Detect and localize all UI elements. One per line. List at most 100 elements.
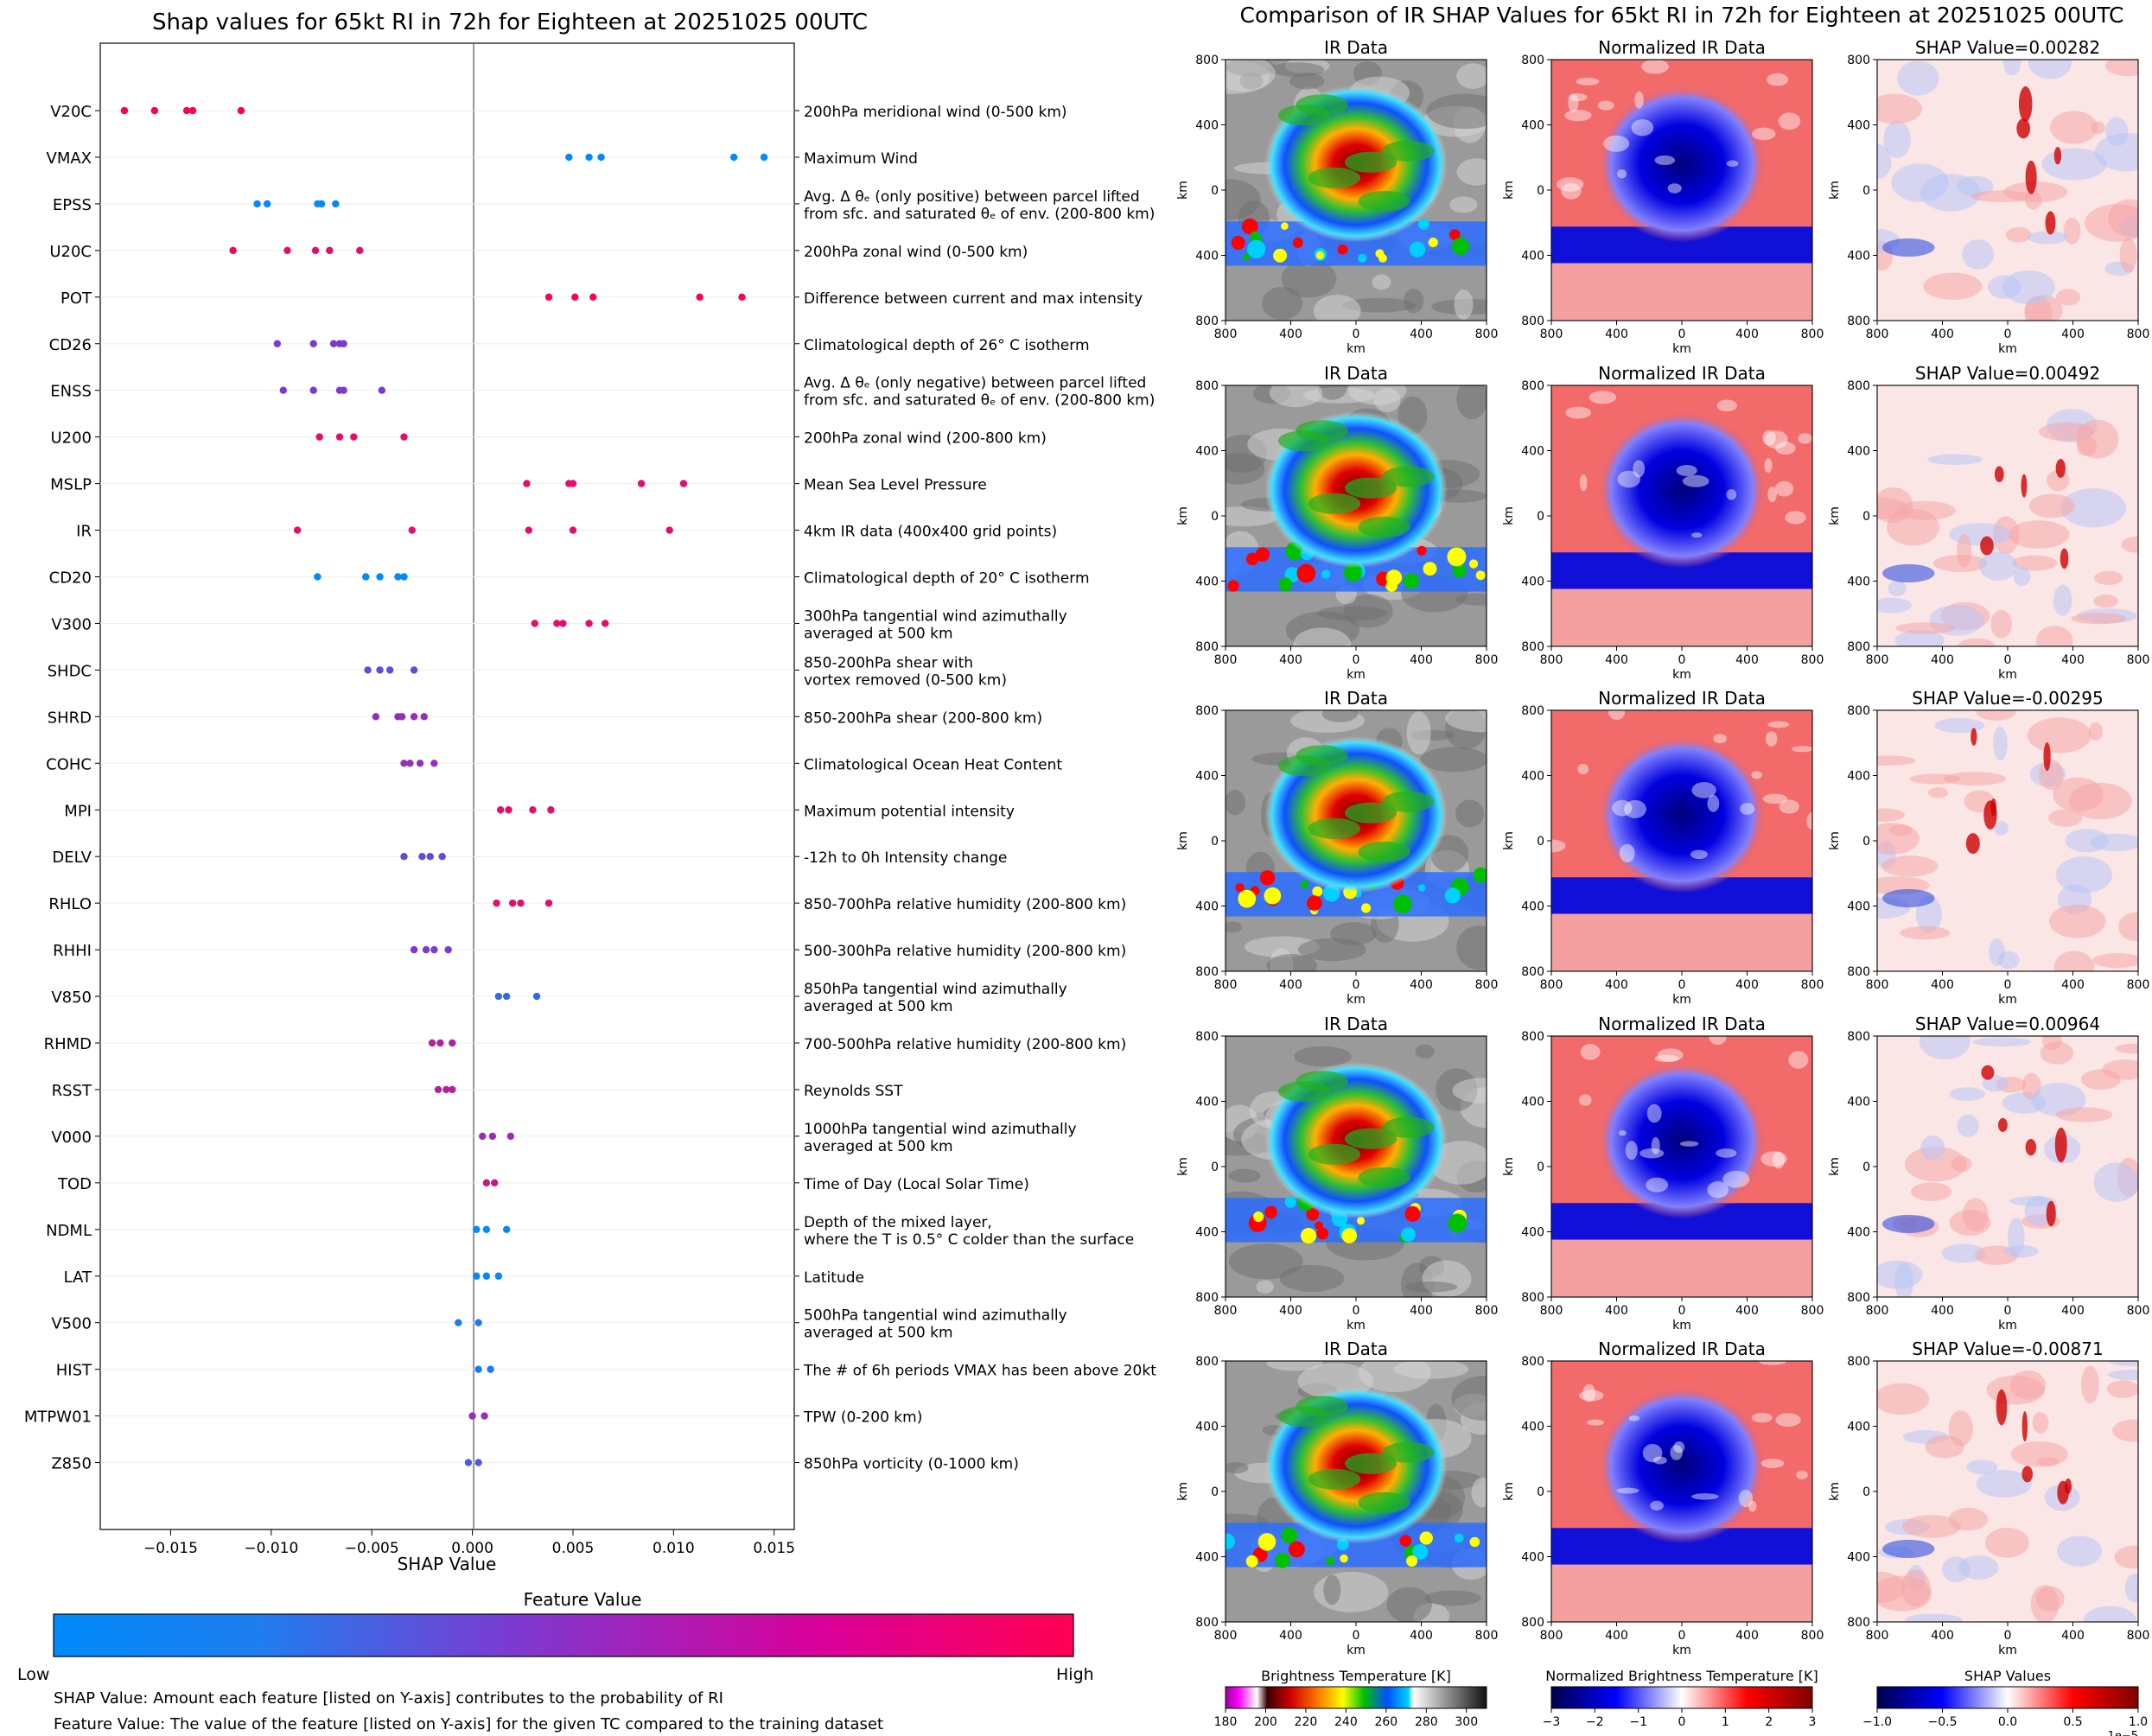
legend-colorbar bbox=[53, 1613, 1074, 1657]
shap-patch bbox=[2028, 60, 2072, 79]
norm-texture bbox=[1617, 169, 1627, 179]
feature-label: VMAX bbox=[47, 149, 92, 168]
norm-texture bbox=[1773, 1151, 1785, 1169]
shap-coldspot bbox=[1882, 888, 1935, 908]
heatmap-panel-title: IR Data bbox=[1324, 1339, 1388, 1359]
heatmap-y-label: km bbox=[1828, 1482, 1842, 1501]
shap-patch bbox=[1897, 60, 1939, 96]
shap-point bbox=[464, 1459, 473, 1466]
heatmap-x-tick-label: 400 bbox=[1410, 327, 1433, 341]
heatmap-y-tick-label: 800 bbox=[1521, 640, 1544, 654]
feature-description: Climatological depth of 20° C isotherm bbox=[804, 570, 1090, 588]
shap-patch bbox=[1877, 597, 1912, 614]
heatmap-x-tick-label: 400 bbox=[1605, 1629, 1628, 1643]
heatmap-x-tick-label: 400 bbox=[1410, 978, 1433, 992]
shap-patch bbox=[1888, 580, 1907, 597]
heatmap-image bbox=[1551, 1036, 1812, 1297]
feature-description: from sfc. and saturated θₑ of env. (200-… bbox=[804, 392, 1155, 410]
ir-cloud bbox=[1279, 1264, 1345, 1292]
ir-band-cell bbox=[1448, 229, 1461, 240]
ir-band-cell bbox=[1306, 895, 1322, 911]
colorbar-tick-label: 0 bbox=[1678, 1715, 1686, 1729]
heatmap-y-tick-label: 400 bbox=[1847, 900, 1870, 914]
shap-hotspot bbox=[2055, 459, 2066, 478]
feature-description: Climatological Ocean Heat Content bbox=[804, 756, 1062, 773]
heatmap-image bbox=[1877, 1361, 2138, 1622]
feature-description: Maximum potential intensity bbox=[804, 803, 1015, 820]
heatmap-y-tick-label: 0 bbox=[1537, 835, 1544, 849]
shap-point bbox=[482, 1225, 491, 1234]
ir-band-cell bbox=[1306, 1207, 1320, 1221]
heatmap-panel: Normalized IR Data8008004004000040040080… bbox=[1502, 688, 1824, 1007]
heatmap-x-tick-label: 400 bbox=[1735, 327, 1759, 341]
colorbar-label: Normalized Brightness Temperature [K] bbox=[1545, 1668, 1818, 1684]
norm-texture bbox=[1578, 1094, 1592, 1106]
ir-band-cell bbox=[1409, 241, 1426, 258]
ir-band-cell bbox=[1288, 1541, 1305, 1558]
shap-point bbox=[474, 1319, 482, 1326]
shap-point bbox=[637, 480, 646, 487]
ir-spiral-band bbox=[1296, 420, 1348, 442]
ir-spiral-band bbox=[1344, 802, 1398, 823]
heatmap-y-tick-label: 800 bbox=[1521, 1616, 1544, 1630]
ir-band-cell bbox=[1360, 903, 1372, 913]
heatmap-panel: Normalized IR Data8008004004000040040080… bbox=[1502, 363, 1824, 682]
shap-hotspot bbox=[2016, 118, 2030, 139]
shap-patch bbox=[1972, 1037, 2031, 1047]
shap-point bbox=[350, 433, 358, 441]
shap-patch bbox=[2118, 912, 2138, 942]
heatmap-y-tick-label: 400 bbox=[1521, 1096, 1544, 1110]
norm-texture bbox=[1569, 93, 1588, 102]
norm-texture bbox=[1760, 1459, 1785, 1468]
shap-point bbox=[455, 1319, 462, 1326]
heatmap-panel-title: IR Data bbox=[1324, 1014, 1388, 1034]
ir-band-cell bbox=[1403, 573, 1419, 589]
shap-patch bbox=[2124, 1574, 2138, 1603]
heatmap-x-tick-label: 0 bbox=[2004, 653, 2012, 667]
norm-texture bbox=[1625, 1141, 1638, 1161]
heatmap-x-tick-label: 0 bbox=[1678, 978, 1686, 992]
ir-band-cell bbox=[1284, 1196, 1296, 1208]
ir-spiral-band bbox=[1358, 190, 1410, 212]
heatmap-y-tick-label: 400 bbox=[1847, 575, 1870, 589]
ir-spiral-band bbox=[1308, 493, 1361, 514]
ir-band-cell bbox=[1264, 1205, 1277, 1219]
shap-point bbox=[544, 899, 553, 907]
shap-point bbox=[309, 386, 317, 394]
heatmap-x-tick-label: 800 bbox=[1801, 1304, 1824, 1318]
norm-texture bbox=[1752, 127, 1776, 141]
ir-cloud bbox=[1317, 606, 1388, 621]
shap-patch bbox=[1910, 1182, 1952, 1201]
shap-hotspot bbox=[1994, 466, 2004, 483]
ir-cloud bbox=[1471, 1478, 1487, 1508]
ir-band-cell bbox=[1321, 569, 1331, 579]
heatmap-x-label: km bbox=[1347, 668, 1366, 682]
heatmap-y-tick-label: 400 bbox=[1847, 1551, 1870, 1565]
ir-band-cell bbox=[1292, 238, 1303, 248]
shap-patch bbox=[2115, 1043, 2138, 1054]
shap-point bbox=[517, 899, 525, 907]
shap-patch bbox=[2092, 952, 2138, 969]
norm-texture bbox=[1582, 1383, 1596, 1402]
shap-patch bbox=[2013, 566, 2031, 587]
heatmap-y-tick-label: 800 bbox=[1847, 54, 1870, 67]
heatmap-y-tick-label: 400 bbox=[1521, 575, 1544, 589]
heatmap-x-tick-label: 400 bbox=[1410, 653, 1433, 667]
norm-texture bbox=[1654, 155, 1676, 165]
heatmap-x-tick-label: 400 bbox=[1279, 1629, 1302, 1643]
shap-point bbox=[544, 293, 553, 301]
shap-point bbox=[602, 620, 609, 627]
x-tick-label: 0.015 bbox=[753, 1540, 795, 1557]
shap-coldspot bbox=[1882, 563, 1935, 583]
norm-texture bbox=[1726, 160, 1739, 167]
feature-label: V500 bbox=[51, 1315, 92, 1333]
shap-patch bbox=[2083, 1606, 2137, 1622]
shap-point bbox=[571, 293, 579, 301]
shap-patch bbox=[2088, 722, 2103, 741]
colorbar-tick-label: 1 bbox=[1722, 1715, 1729, 1729]
ir-band-cell bbox=[1444, 887, 1461, 904]
heatmap-y-tick-label: 400 bbox=[1195, 250, 1219, 264]
norm-texture bbox=[1707, 794, 1720, 812]
ir-spiral-band bbox=[1344, 477, 1398, 499]
